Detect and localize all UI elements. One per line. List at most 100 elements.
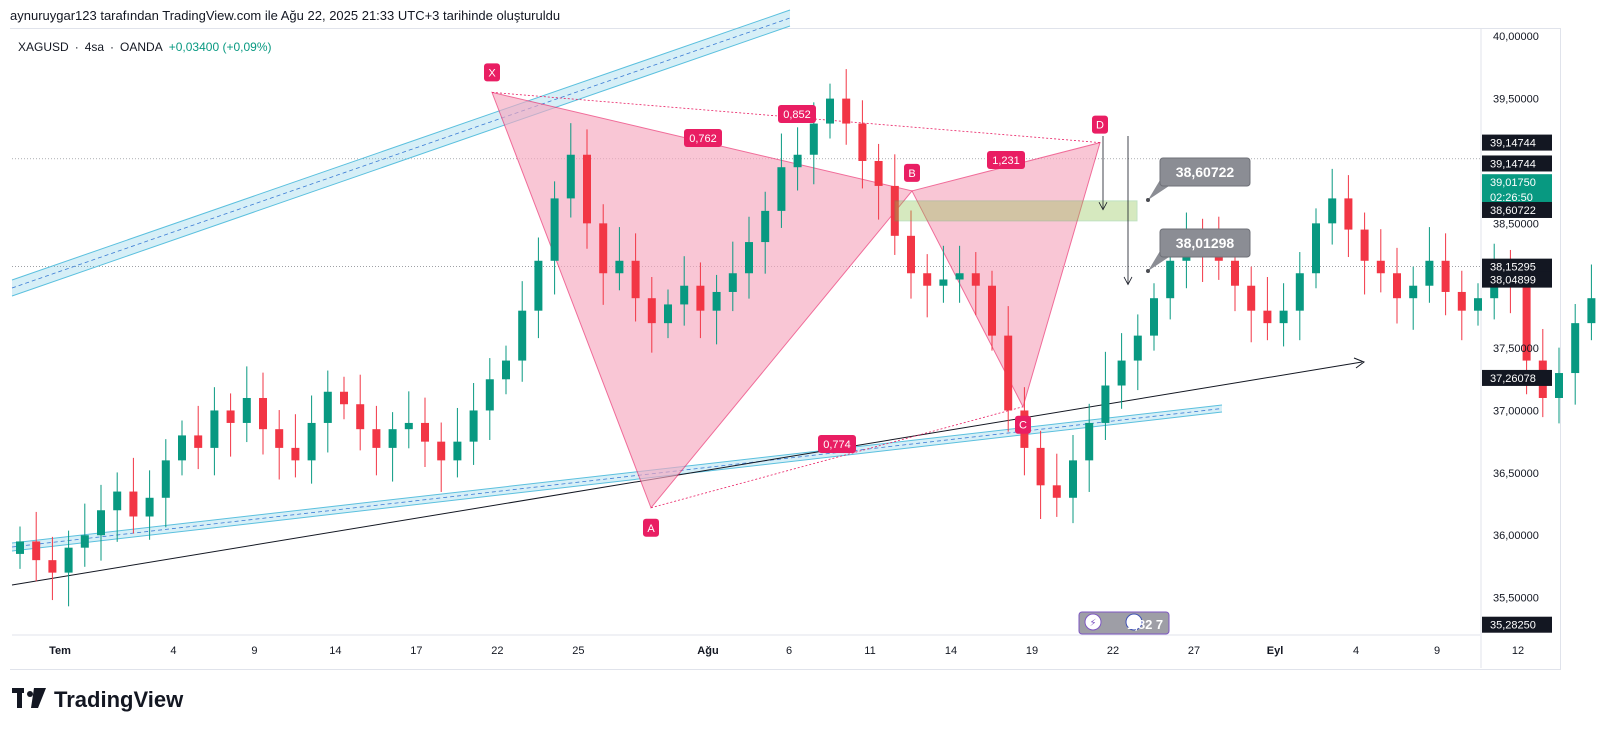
candle-body [647,298,656,324]
candle-body [1457,291,1466,311]
candle-body [955,273,964,280]
target-callout-box [1159,157,1251,187]
upper-channel-bottom-line [11,25,791,297]
target-callout-box [1159,228,1251,258]
candle-body [1247,285,1256,311]
candle-body [1328,198,1337,224]
price-axis-tag [1482,369,1552,386]
pattern-point-d-badge [1092,115,1108,134]
x-tick-label: 14 [945,645,957,657]
target-callout-text: 38,60722 [1176,164,1235,180]
symbol-exchange: OANDA [120,40,163,54]
candle-body [1555,373,1563,398]
y-tick-label: 36,00000 [1493,530,1539,542]
candle-body [242,397,251,423]
candle-body [1409,285,1418,299]
ratio-badge [987,151,1025,169]
price-axis-tag [1482,134,1552,151]
candle-body [437,441,446,461]
x-tick-label: 11 [864,645,875,657]
x-tick-label: 4 [1353,645,1359,657]
x-tick-label: 22 [491,645,503,657]
symbol-interval[interactable]: 4sa [84,40,105,54]
candle-body [453,441,462,461]
x-tick-label: 9 [1434,645,1440,657]
candle-body [161,460,170,498]
price-axis-tag-text: 39,14744 [1490,138,1536,150]
x-tick-label: Ağu [697,645,718,657]
price-axis-countdown: 02:26:50 [1490,192,1533,204]
ratio-label: 0,852 [783,109,811,121]
candle-body [64,547,73,573]
x-tick-label: 12 [1512,645,1524,657]
candle-body [145,497,154,517]
y-tick-label: 38,50000 [1493,218,1539,230]
candle-body [1474,298,1482,311]
y-tick-label: 39,50000 [1493,94,1539,106]
pattern-point-x-badge [484,63,500,82]
lightning-icon-glyph: ⚡ [1089,618,1096,629]
candle-body [1344,198,1353,230]
candle-body [826,98,834,124]
candle-body [777,167,786,211]
tradingview-logo[interactable]: TradingView [12,686,183,714]
target1-arrow-head [1098,201,1108,211]
chart-caption: aynuruygar123 tarafından TradingView.com… [10,8,561,23]
candle-body [534,260,543,311]
target2-arrow-head [1123,276,1133,286]
price-chart[interactable]: X A B C D 0,762 0,852 1,231 0,774 38,60722 38,0129… [0,0,1600,680]
candle-body [842,98,851,124]
candle-body [550,198,559,261]
candle-body [80,535,89,548]
candle-body [502,360,510,380]
candle-body [129,491,138,517]
symbol-change: +0,03400 (+0,09%) [168,40,272,54]
symbol-ticker[interactable]: XAGUSD [18,40,69,54]
candle-body [1312,223,1320,274]
candle-body [1571,323,1580,374]
candle-body [404,422,413,430]
separator-dot: · [110,40,115,54]
trend-line-arrow [1353,357,1366,369]
us-flag-icon [1125,613,1143,631]
candle-body [291,447,300,461]
price-axis-tag [1482,616,1552,633]
candle-body [16,541,24,554]
price-axis-tag [1482,258,1552,275]
pattern-point-b-label: B [908,168,915,180]
candle-body [1425,260,1434,286]
candle-body [307,422,316,461]
prz-zone-box [894,200,1138,222]
candle-body [631,260,640,299]
candle-body [1004,335,1013,411]
lower-channel-fill [12,405,1222,551]
candle-body [566,154,575,199]
price-axis-tag [1482,174,1552,207]
target-callout-anchor [1146,198,1150,202]
upper-channel-mid-line [11,17,791,289]
pattern-point-x-label: X [488,67,496,79]
price-axis-tag-text: 39,01750 [1490,177,1536,189]
x-tick-label: 4 [170,645,176,657]
candle-body [372,429,381,448]
candle-body [210,410,219,448]
pattern-point-a-badge [643,518,659,537]
candle-body [32,541,41,561]
candle-body [728,273,737,292]
candle-body [761,210,770,243]
y-tick-label: 36,50000 [1493,468,1539,480]
candle-body [1360,229,1369,261]
candle-body [1231,260,1239,286]
upper-channel-fill [12,10,790,296]
candle-body [1376,260,1385,274]
candle-body [1069,460,1077,498]
candle-body [1522,285,1531,361]
pattern-point-b-badge [904,163,920,182]
price-axis-tag [1482,201,1552,218]
candle-body [421,422,429,442]
candle-body [469,410,478,442]
chart-frame [10,28,1561,670]
candle-body [1295,273,1304,311]
candle-body [1101,385,1110,423]
candle-body [745,242,753,274]
